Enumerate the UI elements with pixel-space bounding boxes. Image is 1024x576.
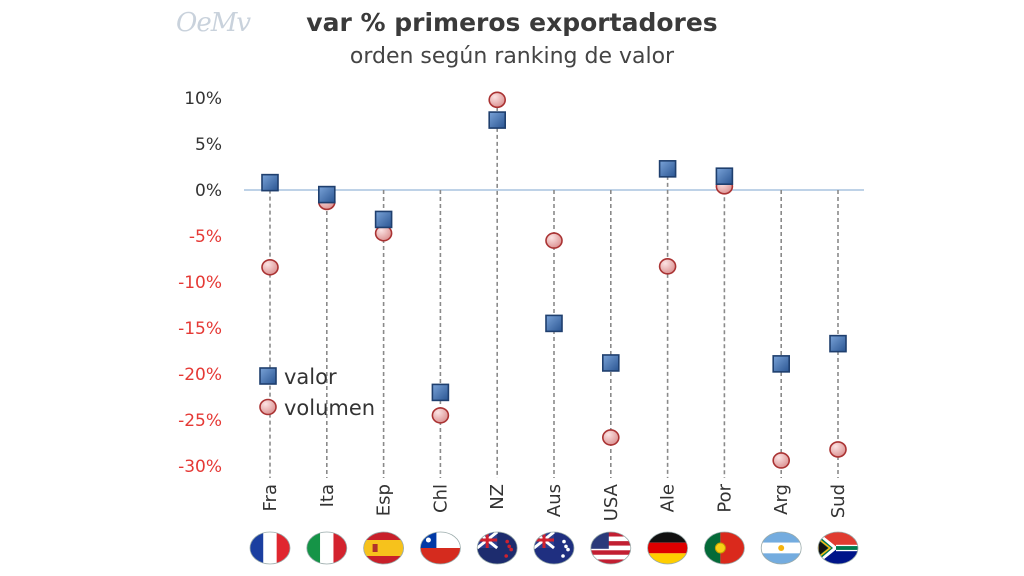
flag-outline xyxy=(647,531,688,565)
category-label: Ita xyxy=(317,484,338,507)
argentina-flag xyxy=(761,532,802,564)
valor-point xyxy=(772,355,791,373)
valor-point xyxy=(658,160,677,178)
valor-point xyxy=(488,111,507,129)
flag-outline xyxy=(419,531,461,565)
valor-point xyxy=(601,354,620,372)
legend-valor-label: valor xyxy=(284,365,337,389)
germany-flag xyxy=(647,532,688,564)
spain-flag xyxy=(363,532,404,564)
y-tick-label: -30% xyxy=(178,457,222,477)
legend-volumen-marker xyxy=(259,398,277,416)
south-africa-flag xyxy=(818,532,858,564)
volumen-point xyxy=(261,258,279,276)
valor-point xyxy=(431,383,450,402)
y-tick-label: 5% xyxy=(195,135,222,155)
new-zealand-flag xyxy=(477,532,518,564)
flag-outline xyxy=(533,531,575,565)
flag-outline xyxy=(760,531,802,565)
volumen-point xyxy=(829,441,847,458)
y-tick-label: -15% xyxy=(178,319,222,339)
category-label: Arg xyxy=(771,484,792,515)
y-tick-label: 0% xyxy=(195,181,222,201)
italy-flag xyxy=(306,532,347,564)
volumen-point xyxy=(545,232,563,249)
chart-title: var % primeros exportadores xyxy=(306,8,718,37)
y-tick-label: -5% xyxy=(189,227,222,247)
australia-flag xyxy=(534,532,574,564)
valor-point xyxy=(829,334,847,353)
valor-point xyxy=(317,185,336,204)
flag-outline xyxy=(704,531,745,565)
category-label: Por xyxy=(714,483,735,512)
category-label: Chl xyxy=(430,484,451,513)
portugal-flag xyxy=(704,532,745,564)
volumen-point xyxy=(772,452,791,469)
category-label: Ale xyxy=(658,484,679,512)
category-label: NZ xyxy=(487,484,508,510)
usa-flag xyxy=(590,532,631,564)
volumen-point xyxy=(488,91,507,109)
category-label: Fra xyxy=(260,484,281,511)
y-tick-label: -20% xyxy=(178,365,222,385)
legend-volumen-label: volumen xyxy=(284,396,375,420)
volumen-point xyxy=(601,429,620,446)
flag-outline xyxy=(363,531,405,565)
valor-point xyxy=(545,314,563,333)
valor-point xyxy=(261,173,279,192)
y-tick-label: -25% xyxy=(178,411,222,431)
y-tick-label: -10% xyxy=(178,273,222,293)
france-flag xyxy=(250,532,290,564)
flag-outline xyxy=(249,531,291,565)
flag-outline xyxy=(476,531,518,565)
category-label: Sud xyxy=(828,484,849,518)
chart-subtitle: orden según ranking de valor xyxy=(349,44,675,69)
category-label: Aus xyxy=(544,484,565,517)
y-tick-label: 10% xyxy=(184,89,222,109)
volumen-point xyxy=(658,258,677,275)
valor-point xyxy=(374,210,393,229)
volumen-point xyxy=(431,407,450,424)
valor-point xyxy=(715,167,734,185)
category-label: USA xyxy=(601,483,622,521)
category-label: Esp xyxy=(374,484,395,516)
flag-outline xyxy=(306,531,348,565)
legend-valor-marker xyxy=(259,367,277,385)
flag-outline xyxy=(817,531,859,565)
oemv-logo: OeMv xyxy=(176,8,251,38)
flag-outline xyxy=(590,531,632,565)
